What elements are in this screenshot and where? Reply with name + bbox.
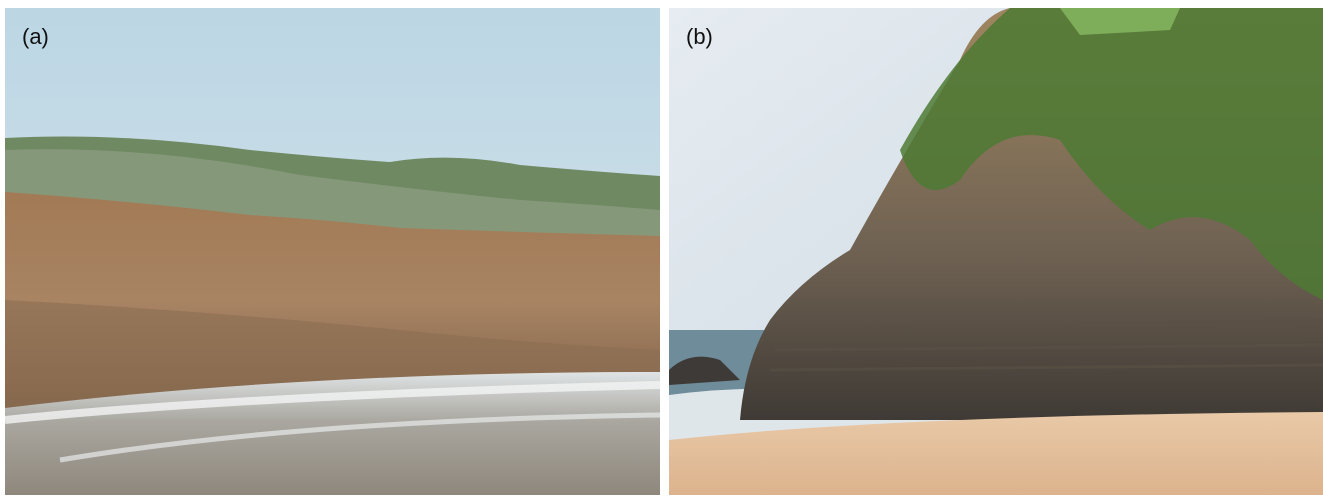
panel-label: (b): [686, 24, 713, 49]
photo-b: (b): [669, 8, 1323, 495]
panel-label: (a): [22, 24, 49, 49]
photo-a: (a): [5, 8, 660, 495]
